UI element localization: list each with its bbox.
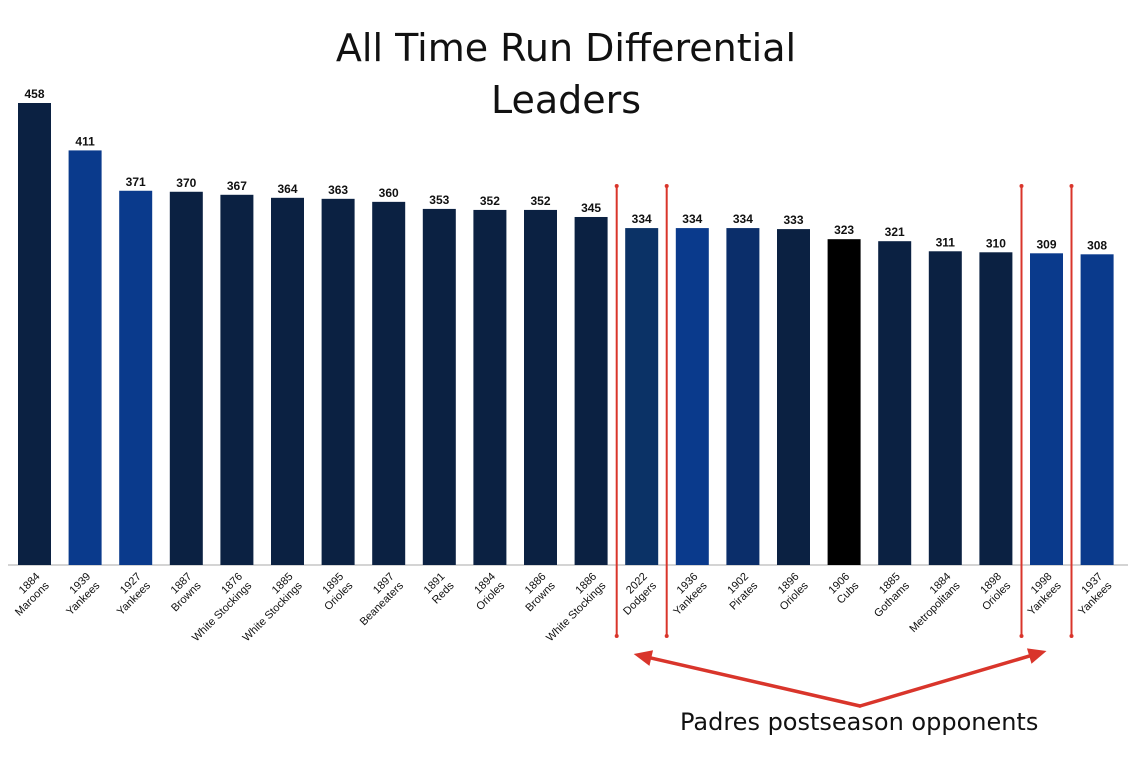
value-label-0: 458 xyxy=(24,87,44,101)
bar-4 xyxy=(220,194,254,566)
value-label-16: 323 xyxy=(834,223,854,237)
bars-group xyxy=(18,103,1114,566)
value-label-20: 309 xyxy=(1036,237,1056,251)
value-label-14: 334 xyxy=(733,212,753,226)
value-label-9: 352 xyxy=(480,194,500,208)
bar-9 xyxy=(473,209,507,565)
value-label-3: 370 xyxy=(176,176,196,190)
annotation-brackets xyxy=(614,184,1074,638)
bar-13 xyxy=(675,228,709,566)
arrow-head-0 xyxy=(633,650,654,666)
arrow-shaft-0 xyxy=(649,656,862,708)
bar-8 xyxy=(422,208,456,565)
bar-10 xyxy=(524,209,557,565)
value-label-18: 311 xyxy=(936,235,956,249)
value-label-19: 310 xyxy=(986,236,1006,250)
chart-title-line-2: Leaders xyxy=(490,78,642,122)
value-labels-group: 458 411 371 370 367 364 363 360 353 352 352 345 334 3… xyxy=(24,87,1107,252)
value-label-7: 360 xyxy=(379,186,399,200)
arrow-shaft-1 xyxy=(858,654,1031,708)
bar-21 xyxy=(1080,254,1114,565)
bracket-dot-1-1-1 xyxy=(1069,634,1074,638)
bracket-dot-0-1-0 xyxy=(664,184,669,188)
bar-2 xyxy=(119,190,153,565)
bar-14 xyxy=(726,228,760,566)
bar-0 xyxy=(18,103,51,565)
bar-7 xyxy=(372,201,406,565)
bracket-dot-1-0-1 xyxy=(1019,634,1024,638)
arrow-head-1 xyxy=(1026,648,1047,664)
bar-1 xyxy=(68,150,102,566)
value-label-8: 353 xyxy=(429,193,449,207)
bracket-dot-1-0-0 xyxy=(1019,184,1024,188)
annotation-arrows xyxy=(633,648,1047,708)
value-label-4: 367 xyxy=(227,179,247,193)
bar-19 xyxy=(979,252,1013,565)
value-label-1: 411 xyxy=(75,134,95,148)
bar-17 xyxy=(878,241,912,565)
bracket-dot-0-0-0 xyxy=(614,184,619,188)
annotation-text: Padres postseason opponents xyxy=(680,708,1039,736)
bar-3 xyxy=(169,191,203,565)
value-label-15: 333 xyxy=(783,213,803,227)
bar-15 xyxy=(777,229,810,565)
value-label-10: 352 xyxy=(530,194,550,208)
value-label-2: 371 xyxy=(126,175,146,189)
bracket-dot-0-1-1 xyxy=(664,634,669,638)
value-label-6: 363 xyxy=(328,183,348,197)
bar-12 xyxy=(625,228,659,566)
bar-6 xyxy=(321,198,355,565)
bar-20 xyxy=(1030,253,1063,565)
value-label-12: 334 xyxy=(632,212,652,226)
value-label-21: 308 xyxy=(1087,238,1107,252)
bracket-dot-0-0-1 xyxy=(614,634,619,638)
bracket-dot-1-1-0 xyxy=(1069,184,1074,188)
bar-11 xyxy=(574,216,608,566)
value-label-5: 364 xyxy=(277,182,297,196)
bar-16 xyxy=(827,239,861,565)
value-label-11: 345 xyxy=(581,201,601,215)
value-label-17: 321 xyxy=(885,225,905,239)
bar-5 xyxy=(271,197,304,565)
bar-18 xyxy=(928,251,962,565)
value-label-13: 334 xyxy=(682,212,702,226)
chart-title: All Time Run Differential Leaders xyxy=(0,22,1132,126)
chart-title-line-1: All Time Run Differential xyxy=(335,26,797,70)
